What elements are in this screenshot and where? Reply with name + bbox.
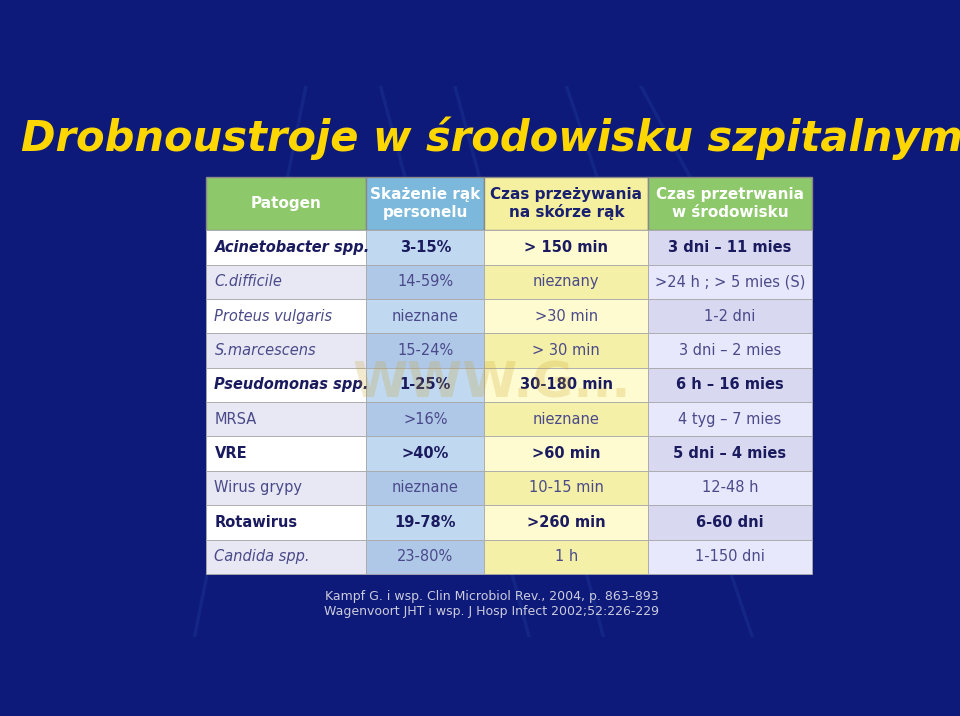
Bar xyxy=(367,299,485,334)
Bar xyxy=(485,402,648,437)
Bar xyxy=(485,437,648,471)
Bar xyxy=(648,437,812,471)
Bar xyxy=(205,471,367,505)
Bar xyxy=(648,177,812,231)
Text: >16%: >16% xyxy=(403,412,447,427)
Text: nieznane: nieznane xyxy=(392,480,459,495)
Text: 4 tyg – 7 mies: 4 tyg – 7 mies xyxy=(679,412,781,427)
Bar xyxy=(205,505,367,539)
Text: > 150 min: > 150 min xyxy=(524,240,609,255)
Bar xyxy=(205,334,367,368)
Bar xyxy=(205,539,367,574)
Bar xyxy=(485,265,648,299)
Bar xyxy=(485,334,648,368)
Text: nieznane: nieznane xyxy=(392,309,459,324)
Bar xyxy=(205,437,367,471)
Text: 5 dni – 4 mies: 5 dni – 4 mies xyxy=(674,446,786,461)
Text: 19-78%: 19-78% xyxy=(395,515,456,530)
Text: 3 dni – 11 mies: 3 dni – 11 mies xyxy=(668,240,792,255)
Bar xyxy=(648,231,812,265)
Bar xyxy=(367,177,485,231)
Text: 3 dni – 2 mies: 3 dni – 2 mies xyxy=(679,343,781,358)
Text: nieznane: nieznane xyxy=(533,412,600,427)
Bar xyxy=(367,402,485,437)
Bar xyxy=(205,402,367,437)
Bar xyxy=(205,231,367,265)
Text: 3-15%: 3-15% xyxy=(399,240,451,255)
Bar xyxy=(648,334,812,368)
Bar xyxy=(367,231,485,265)
Bar xyxy=(648,299,812,334)
Bar xyxy=(648,505,812,539)
Bar xyxy=(648,539,812,574)
Bar xyxy=(485,299,648,334)
Bar xyxy=(648,265,812,299)
Text: 1 h: 1 h xyxy=(555,549,578,564)
Text: Candida spp.: Candida spp. xyxy=(214,549,310,564)
Bar xyxy=(205,177,367,231)
Text: Kampf G. i wsp. Clin Microbiol Rev., 2004, p. 863–893
Wagenvoort JHT i wsp. J Ho: Kampf G. i wsp. Clin Microbiol Rev., 200… xyxy=(324,590,660,618)
Text: S.marcescens: S.marcescens xyxy=(214,343,316,358)
Text: Drobnoustroje w środowisku szpitalnym: Drobnoustroje w środowisku szpitalnym xyxy=(21,116,960,160)
Text: >24 h ; > 5 mies (S): >24 h ; > 5 mies (S) xyxy=(655,274,805,289)
Text: Skażenie rąk
personelu: Skażenie rąk personelu xyxy=(371,188,481,220)
Text: 6 h – 16 mies: 6 h – 16 mies xyxy=(676,377,784,392)
Text: 14-59%: 14-59% xyxy=(397,274,453,289)
Text: Rotawirus: Rotawirus xyxy=(214,515,298,530)
Bar xyxy=(648,471,812,505)
Text: 1-150 dni: 1-150 dni xyxy=(695,549,765,564)
Text: 6-60 dni: 6-60 dni xyxy=(696,515,764,530)
Bar xyxy=(205,265,367,299)
Text: 23-80%: 23-80% xyxy=(397,549,453,564)
Text: VRE: VRE xyxy=(214,446,247,461)
Bar xyxy=(485,539,648,574)
Text: C.difficile: C.difficile xyxy=(214,274,282,289)
Text: 1-2 dni: 1-2 dni xyxy=(705,309,756,324)
Bar xyxy=(648,368,812,402)
Text: >260 min: >260 min xyxy=(527,515,606,530)
Text: WWW.G...: WWW.G... xyxy=(353,359,631,407)
Text: Czas przetrwania
w środowisku: Czas przetrwania w środowisku xyxy=(656,188,804,220)
Bar xyxy=(367,334,485,368)
Bar xyxy=(367,437,485,471)
Bar xyxy=(367,368,485,402)
Text: >30 min: >30 min xyxy=(535,309,598,324)
Bar xyxy=(367,265,485,299)
Bar xyxy=(648,402,812,437)
Bar xyxy=(485,471,648,505)
Text: >60 min: >60 min xyxy=(532,446,601,461)
Text: > 30 min: > 30 min xyxy=(533,343,600,358)
Text: 12-48 h: 12-48 h xyxy=(702,480,758,495)
Text: 1-25%: 1-25% xyxy=(399,377,451,392)
Text: Wirus grypy: Wirus grypy xyxy=(214,480,302,495)
Bar xyxy=(485,368,648,402)
Text: Patogen: Patogen xyxy=(251,196,322,211)
Bar xyxy=(367,471,485,505)
Text: Czas przeżywania
na skórze rąk: Czas przeżywania na skórze rąk xyxy=(491,187,642,221)
Text: 30-180 min: 30-180 min xyxy=(520,377,612,392)
Text: 10-15 min: 10-15 min xyxy=(529,480,604,495)
Bar xyxy=(205,299,367,334)
Text: >40%: >40% xyxy=(401,446,449,461)
Text: MRSA: MRSA xyxy=(214,412,256,427)
Text: Proteus vulgaris: Proteus vulgaris xyxy=(214,309,332,324)
Bar xyxy=(205,368,367,402)
Bar xyxy=(367,539,485,574)
Bar xyxy=(485,505,648,539)
Text: nieznany: nieznany xyxy=(533,274,600,289)
Text: Acinetobacter spp.: Acinetobacter spp. xyxy=(214,240,370,255)
Text: 15-24%: 15-24% xyxy=(397,343,453,358)
Text: Pseudomonas spp.: Pseudomonas spp. xyxy=(214,377,369,392)
Bar xyxy=(485,231,648,265)
Bar xyxy=(367,505,485,539)
Bar xyxy=(485,177,648,231)
